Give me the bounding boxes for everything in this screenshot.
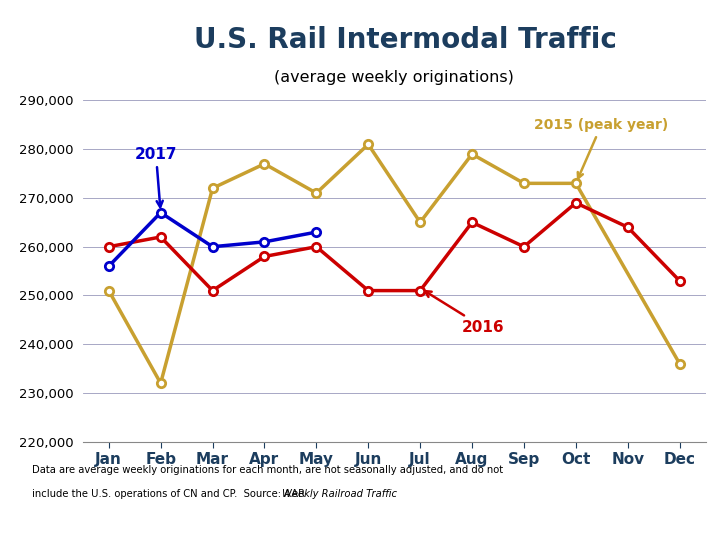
Text: SLIDE 12: SLIDE 12 xyxy=(11,516,63,525)
Text: Data are average weekly originations for each month, are not seasonally adjusted: Data are average weekly originations for… xyxy=(32,464,503,475)
Text: 2015 (peak year): 2015 (peak year) xyxy=(534,118,669,178)
Text: 2016: 2016 xyxy=(425,291,504,335)
Title: (average weekly originations): (average weekly originations) xyxy=(274,70,514,85)
Text: Weekly Railroad Traffic: Weekly Railroad Traffic xyxy=(282,489,397,499)
Text: 2017: 2017 xyxy=(135,146,177,207)
Text: ASSOCIATION OF AMERICAN RAILROADS: ASSOCIATION OF AMERICAN RAILROADS xyxy=(475,516,709,525)
Text: include the U.S. operations of CN and CP.  Source: AAR: include the U.S. operations of CN and CP… xyxy=(32,489,309,499)
Text: U.S. Rail Intermodal Traffic: U.S. Rail Intermodal Traffic xyxy=(194,26,616,54)
